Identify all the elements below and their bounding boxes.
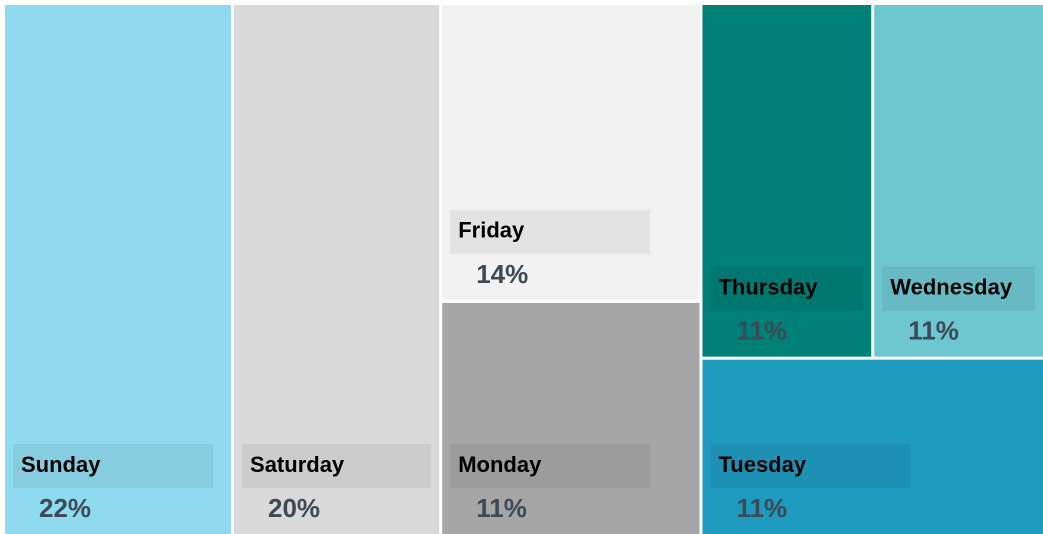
treemap-cell [234, 5, 440, 534]
label-highlight [710, 444, 911, 488]
treemap-cell [442, 302, 700, 534]
treemap-cell [5, 5, 232, 534]
cell-value-label: 11% [476, 493, 527, 523]
cell-name: Friday [458, 218, 525, 243]
cell-name: Saturday [250, 452, 345, 477]
cell-value-label: 11% [736, 316, 787, 346]
treemap-cell [442, 5, 700, 300]
label-highlight [450, 444, 651, 488]
cell-name: Tuesday [718, 452, 806, 477]
label-highlight [882, 266, 1035, 311]
treemap-cell [702, 359, 1043, 534]
label-highlight [710, 266, 864, 311]
cell-name: Wednesday [890, 274, 1013, 299]
cell-name: Monday [458, 452, 542, 477]
cell-value-label: 14% [476, 259, 528, 289]
label-highlight [13, 444, 213, 488]
cell-value-label: 11% [908, 316, 959, 346]
treemap-cell [702, 5, 872, 357]
cell-name: Thursday [718, 274, 818, 299]
cell-value-label: 22% [39, 493, 91, 523]
cell-value-label: 11% [736, 493, 787, 523]
label-highlight [450, 209, 651, 254]
cell-name: Sunday [21, 452, 101, 477]
treemap-cell [874, 5, 1043, 357]
label-highlight [242, 444, 432, 488]
cell-value-label: 20% [268, 493, 320, 523]
